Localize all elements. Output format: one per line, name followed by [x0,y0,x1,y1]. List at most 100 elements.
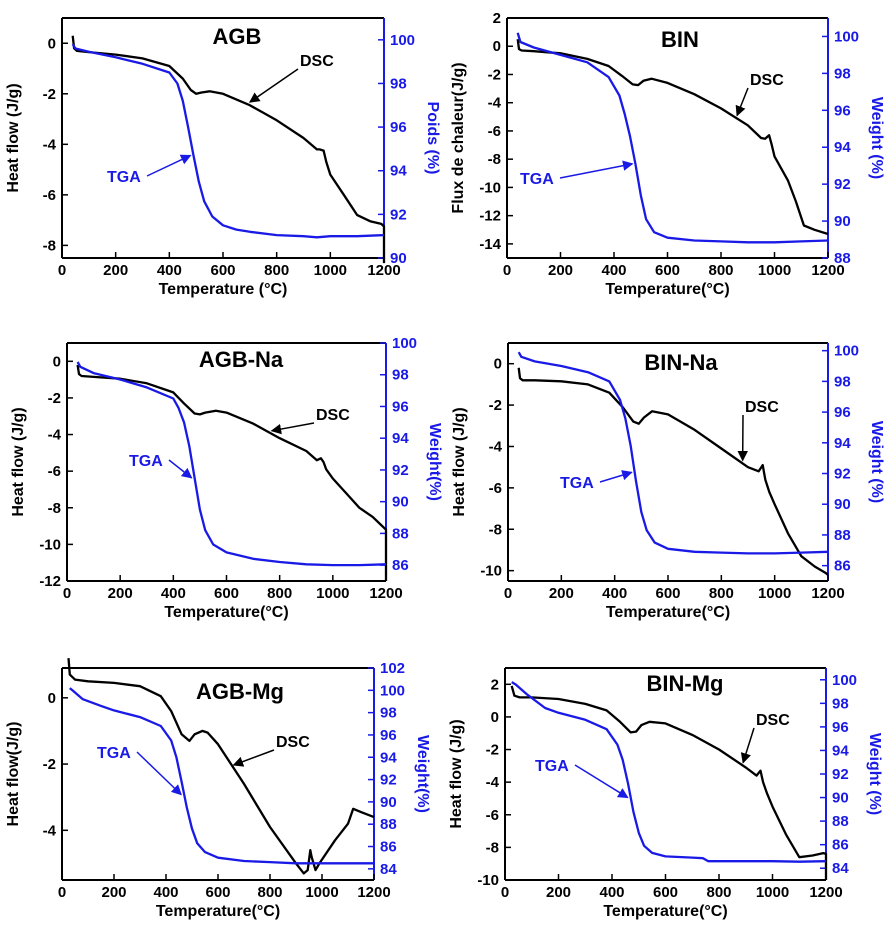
dsc-annotation: DSC [316,407,350,424]
y-tick-label: 2 [491,676,499,693]
y2-tick-label: 86 [832,837,849,854]
y2-tick-label: 94 [832,742,849,759]
y2-tick-label: 86 [834,558,851,575]
x-axis-label: Temperature(°C) [156,903,280,920]
y2-tick-label: 94 [390,163,407,180]
tga-annotation: TGA [535,758,569,775]
y-tick-label: -4 [48,427,62,444]
y2-tick-label: 88 [832,813,849,830]
y2-tick-label: 88 [392,525,409,542]
tga-annotation: TGA [560,475,594,492]
panel-bin: 0 200 400 600 800 1000 1200 2 0 -2 -4 -6 -8 -10 -12 -14… [450,10,885,298]
x-tick-label: 800 [257,884,282,901]
x-tick-label: 600 [653,884,678,901]
y2-tick-label: 92 [832,766,849,783]
dsc-curve [76,364,388,581]
y-tick-label: -12 [479,208,501,225]
y2-tick-label: 88 [834,250,851,267]
x-axis-label: Temperature(°C) [164,604,288,621]
x-tick-label: 400 [601,262,626,279]
x-tick-label: 400 [599,884,624,901]
y2-axis-label: Weight (%) [866,733,883,815]
y2-tick-label: 98 [834,373,851,390]
y-axis-label: Heat flow (J/g) [451,407,468,516]
panel-title: AGB [213,24,262,49]
y-tick-label: -6 [48,463,61,480]
x-tick-label: 0 [503,262,511,279]
y-axis-label: Heat flow (J/g) [5,83,22,192]
x-tick-label: 0 [504,585,512,602]
y2-tick-label: 98 [834,65,851,82]
x-tick-label: 1000 [756,884,789,901]
y2-tick-label: 90 [832,790,849,807]
y-tick-label: -10 [39,536,61,553]
y-tick-label: 0 [48,690,56,707]
panel-title: AGB-Na [199,347,284,372]
y2-tick-label: 98 [392,367,409,384]
tga-annotation: TGA [107,169,141,186]
x-tick-label: 1000 [316,585,349,602]
y-tick-label: -2 [486,742,499,759]
y-axis-label: Flux de chaleur(J/g) [450,62,467,213]
y-tick-label: 2 [493,10,501,27]
x-tick-label: 1000 [305,884,338,901]
y2-tick-label: 84 [380,861,397,878]
x-tick-label: 800 [264,262,289,279]
x-tick-label: 800 [267,585,292,602]
dsc-curve [516,39,829,236]
y-tick-label: -2 [43,756,56,773]
x-tick-label: 0 [501,884,509,901]
y2-tick-label: 100 [832,672,857,689]
y2-axis-label: Weight(%) [414,735,431,813]
panel-agb-na: 0 200 400 600 800 1000 1200 0 -2 -4 -6 -8 -10 -12 86 88… [10,335,443,621]
tga-annotation: TGA [97,745,131,762]
y-tick-label: -8 [43,237,56,254]
y-tick-label: -10 [480,563,502,580]
x-axis-label: Temperature (°C) [159,281,288,298]
x-tick-label: 600 [214,585,239,602]
tga-annotation: TGA [129,453,163,470]
y-tick-label: -6 [43,187,56,204]
y-tick-label: 0 [494,356,502,373]
y2-tick-label: 90 [380,794,397,811]
x-tick-label: 1000 [314,262,347,279]
x-tick-label: 800 [709,585,734,602]
x-tick-label: 600 [655,262,680,279]
x-tick-label: 1200 [367,262,400,279]
y2-tick-label: 90 [390,250,407,267]
x-tick-label: 200 [108,585,133,602]
y2-axis-label: Weight (%) [868,97,885,179]
x-tick-label: 600 [205,884,230,901]
tga-arrow [146,154,192,177]
y2-tick-label: 90 [392,494,409,511]
y2-tick-label: 102 [380,660,405,677]
y2-tick-label: 100 [834,28,859,45]
y-tick-label: -2 [43,86,56,103]
dsc-annotation: DSC [300,53,334,70]
y2-tick-label: 100 [392,335,417,352]
y2-tick-label: 92 [380,772,397,789]
x-tick-label: 200 [546,884,571,901]
tga-arrow [574,764,629,799]
dsc-arrow [232,749,275,767]
x-tick-label: 0 [58,262,66,279]
y2-axis-label: Poids (%) [424,102,441,175]
y-tick-label: -4 [486,774,500,791]
x-tick-label: 400 [161,585,186,602]
y2-tick-label: 96 [390,119,407,136]
dsc-annotation: DSC [756,712,790,729]
x-tick-label: 400 [157,262,182,279]
y-tick-label: 0 [53,353,61,370]
y2-tick-label: 84 [832,860,849,877]
y2-tick-label: 88 [834,527,851,544]
y-tick-label: 0 [493,38,501,55]
tga-curve [71,43,385,239]
y2-tick-label: 98 [832,695,849,712]
dsc-arrow [248,68,299,103]
y-tick-label: -4 [489,438,503,455]
y2-tick-label: 94 [834,139,851,156]
x-tick-label: 200 [548,262,573,279]
y-tick-label: -2 [48,390,61,407]
x-tick-label: 0 [63,585,71,602]
y2-tick-label: 92 [390,206,407,223]
